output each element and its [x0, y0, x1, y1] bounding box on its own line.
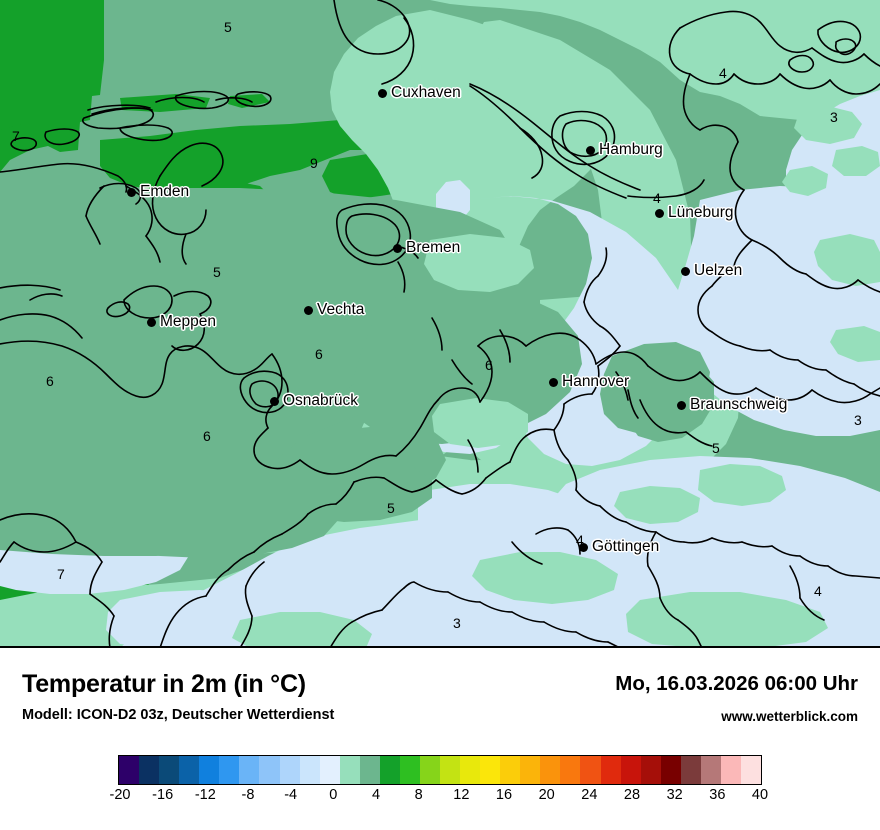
- colorbar-swatch: [600, 756, 621, 784]
- colorbar-swatch: [620, 756, 641, 784]
- colorbar-swatch: [159, 756, 180, 784]
- colorbar-swatch: [740, 756, 761, 784]
- colorbar-swatch: [640, 756, 661, 784]
- colorbar-swatch: [339, 756, 360, 784]
- colorbar-tick: 8: [414, 787, 423, 803]
- colorbar-tick: 16: [495, 787, 513, 803]
- colorbar-tick: 36: [709, 787, 726, 803]
- colorbar-swatch: [660, 756, 681, 784]
- colorbar-swatch: [680, 756, 701, 784]
- colorbar-swatch: [419, 756, 440, 784]
- colorbar-swatch: [239, 756, 260, 784]
- colorbar-tick: 12: [453, 787, 470, 803]
- colorbar-swatch: [119, 756, 140, 784]
- colorbar-swatch: [259, 756, 280, 784]
- colorbar-tick: 24: [581, 787, 598, 803]
- colorbar-swatch: [720, 756, 741, 784]
- colorbar-swatch: [319, 756, 340, 784]
- colorbar-swatch: [540, 756, 561, 784]
- colorbar-swatch: [440, 756, 461, 784]
- map-footer: Temperatur in 2m (in °C) Modell: ICON-D2…: [0, 648, 880, 830]
- colorbar-tick: -4: [284, 787, 298, 803]
- colorbar-swatch: [139, 756, 160, 784]
- colorbar-tick: 40: [751, 787, 769, 803]
- colorbar-swatch: [460, 756, 481, 784]
- temperature-map[interactable]: 5 7 9 4 3 4 5 6 6 6 3 6 5 5 4 7 4 3 Cuxh…: [0, 0, 880, 648]
- colorbar-tick: -20: [109, 787, 131, 803]
- page-title: Temperatur in 2m (in °C): [22, 670, 306, 698]
- colorbar-swatch: [299, 756, 320, 784]
- colorbar-swatch: [580, 756, 601, 784]
- colorbar-swatch: [560, 756, 581, 784]
- colorbar-swatch: [199, 756, 220, 784]
- colorbar-tick-labels: -20 -16 -12 -8 -4 0 4 8 12 16 20 24 28 32 36 40: [110, 787, 769, 811]
- colorbar-swatch: [500, 756, 521, 784]
- colorbar-tick: 28: [623, 787, 641, 803]
- colorbar-swatch: [399, 756, 420, 784]
- colorbar-swatch: [480, 756, 501, 784]
- colorbar-swatch: [700, 756, 721, 784]
- map-raster: [0, 0, 880, 648]
- model-subtitle: Modell: ICON-D2 03z, Deutscher Wetterdie…: [22, 707, 335, 723]
- colorbar-tick: 0: [329, 787, 338, 803]
- temperature-colorbar: [118, 755, 762, 785]
- colorbar-tick: 32: [666, 787, 683, 803]
- colorbar-tick: -8: [241, 787, 255, 803]
- colorbar-swatch: [359, 756, 380, 784]
- colorbar-swatch: [379, 756, 400, 784]
- colorbar-tick: -16: [152, 787, 174, 803]
- colorbar-tick: 20: [538, 787, 555, 803]
- site-url: www.wetterblick.com: [721, 709, 858, 724]
- colorbar-swatch: [219, 756, 240, 784]
- colorbar-swatch: [520, 756, 541, 784]
- colorbar-swatch: [179, 756, 200, 784]
- valid-time: Mo, 16.03.2026 06:00 Uhr: [615, 672, 858, 695]
- colorbar-tick: 4: [371, 787, 381, 803]
- colorbar-tick: -12: [194, 787, 216, 803]
- colorbar-swatch: [279, 756, 300, 784]
